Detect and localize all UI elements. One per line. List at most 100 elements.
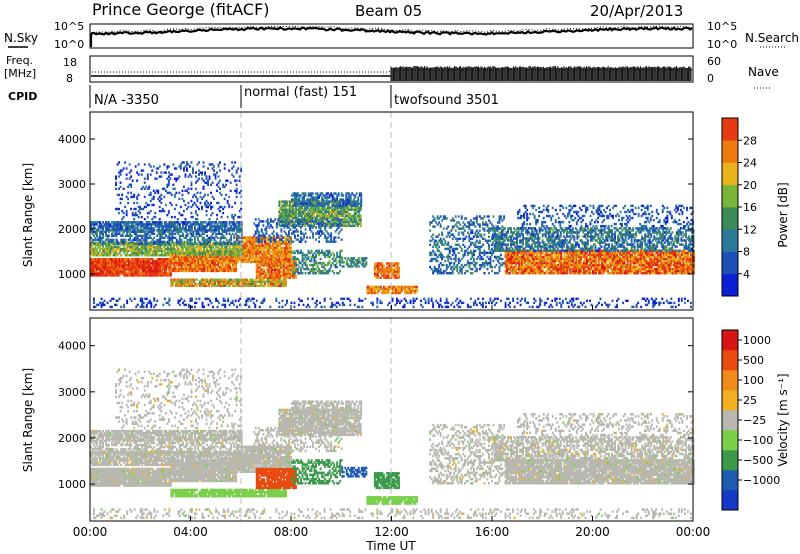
power-cell: [294, 234, 296, 237]
power-cell: [262, 236, 265, 239]
power-cell: [102, 251, 104, 255]
power-cell: [100, 254, 103, 257]
power-cell: [230, 236, 233, 240]
power-cell: [143, 163, 146, 166]
power-cell: [141, 249, 144, 253]
power-cell: [132, 264, 135, 267]
power-cell: [274, 256, 277, 260]
power-cell: [297, 238, 299, 241]
power-cell: [96, 258, 98, 261]
power-cell: [259, 256, 262, 260]
power-cell: [360, 196, 363, 199]
power-cell: [277, 240, 280, 243]
power-cell: [259, 248, 262, 251]
power-cell: [250, 260, 253, 264]
power-cell: [126, 247, 129, 251]
power-cell: [121, 247, 124, 251]
power-cell: [306, 204, 308, 207]
power-cell: [292, 240, 295, 243]
power-cell: [206, 255, 209, 258]
power-cell: [181, 251, 183, 254]
power-cell: [190, 259, 192, 262]
power-cell: [127, 274, 130, 277]
power-cell: [193, 269, 195, 273]
power-cell: [247, 256, 250, 260]
power-cell: [203, 259, 206, 262]
power-cell: [250, 254, 253, 258]
power-cell: [273, 248, 276, 251]
power-cell: [240, 260, 243, 264]
power-cell: [114, 262, 116, 265]
power-cell: [342, 194, 345, 197]
noise-right-tick-bottom: 10^0: [707, 38, 737, 51]
power-cell: [112, 238, 115, 242]
power-cell: [165, 266, 168, 269]
power-cell: [203, 257, 206, 260]
freq-panel: Freq. [MHz] 18 8 60 0 Nave: [4, 54, 779, 89]
power-cell: [146, 215, 149, 219]
power-cell: [244, 244, 247, 247]
power-cell: [232, 259, 235, 262]
power-cell: [211, 263, 213, 266]
power-cell: [219, 179, 221, 182]
power-cell: [241, 250, 244, 253]
power-cell: [253, 236, 256, 239]
power-cell: [268, 240, 271, 243]
power-cell: [268, 252, 271, 255]
power-cell: [182, 267, 185, 271]
power-cell: [90, 258, 92, 261]
power-cell: [233, 255, 236, 258]
power-cell: [225, 223, 228, 226]
power-cell: [127, 272, 130, 275]
power-cell: [259, 250, 262, 253]
power-cell: [274, 252, 277, 255]
power-cell: [232, 175, 235, 178]
power-cell: [163, 209, 166, 213]
power-cell: [139, 258, 142, 261]
power-cell: [183, 185, 185, 188]
power-cell: [174, 263, 177, 266]
power-cell: [103, 268, 106, 271]
power-cell: [232, 257, 235, 260]
power-cell: [355, 204, 358, 207]
power-cell: [147, 245, 150, 249]
power-cell: [290, 252, 292, 255]
power-cell: [154, 249, 157, 253]
power-cell: [271, 246, 274, 249]
power-cell: [234, 201, 237, 205]
power-cell: [160, 262, 163, 265]
power-cell: [253, 244, 256, 247]
power-cell: [151, 251, 154, 255]
power-cell: [117, 274, 119, 277]
power-cell: [185, 269, 188, 273]
power-cell: [136, 262, 139, 265]
power-cell: [172, 183, 175, 186]
power-cell: [226, 265, 229, 269]
power-cell: [120, 268, 123, 271]
power-cell: [155, 171, 158, 174]
power-cell: [99, 270, 101, 273]
power-cell: [188, 267, 191, 271]
power-cell: [244, 242, 247, 245]
power-cell: [151, 260, 154, 263]
power-cell: [109, 266, 112, 269]
power-cell: [226, 199, 229, 203]
power-cell: [285, 254, 288, 258]
power-cell: [118, 260, 121, 263]
power-cell: [258, 256, 261, 260]
power-cell: [205, 261, 207, 264]
power-cell: [200, 261, 203, 264]
power-cell: [170, 255, 173, 258]
power-cell: [270, 250, 273, 253]
power-cell: [221, 254, 224, 257]
power-cell: [184, 173, 187, 176]
power-cell: [276, 242, 279, 245]
power-cell: [129, 264, 132, 267]
power-cell: [267, 246, 270, 249]
power-cell: [132, 274, 135, 277]
power-cell: [96, 274, 98, 277]
power-cell: [206, 257, 209, 260]
power-cell: [135, 272, 138, 275]
power-cell: [258, 242, 261, 245]
power-cell: [276, 246, 279, 249]
